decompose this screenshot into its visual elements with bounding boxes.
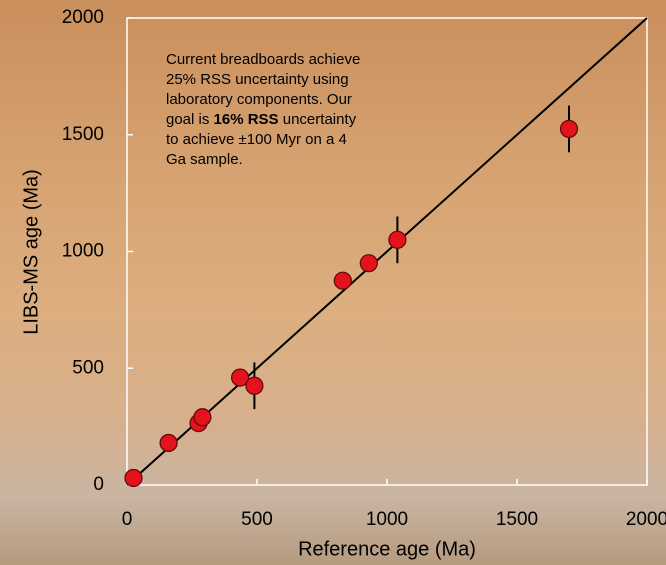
point bbox=[193, 408, 212, 427]
point bbox=[359, 254, 378, 273]
point bbox=[333, 271, 352, 290]
y-tick-label: 2000 bbox=[62, 7, 104, 28]
point bbox=[559, 119, 579, 139]
x-tick-label: 0 bbox=[122, 509, 133, 530]
x-tick-label: 1500 bbox=[496, 509, 538, 530]
annotation-text: uncertainty to achieve ±100 Myr on a 4 G… bbox=[166, 111, 357, 168]
x-axis-title: Reference age (Ma) bbox=[298, 538, 476, 560]
point bbox=[388, 230, 407, 249]
annotation-text: Current breadboards achieve 25% RSS unce… bbox=[166, 51, 361, 128]
one-to-one-line bbox=[126, 17, 648, 486]
point bbox=[245, 376, 264, 395]
y-axis-title: LIBS-MS age (Ma) bbox=[20, 169, 42, 335]
y-tick-label: 1000 bbox=[62, 241, 104, 262]
point bbox=[159, 433, 178, 453]
y-tick-label: 500 bbox=[72, 357, 104, 378]
point bbox=[231, 368, 250, 387]
point bbox=[124, 468, 143, 488]
x-tick-label: 2000 bbox=[626, 509, 666, 530]
x-tick-label: 500 bbox=[241, 509, 273, 530]
y-tick-label: 1500 bbox=[62, 124, 104, 145]
x-tick-label: 1000 bbox=[366, 509, 408, 530]
annotation-bold: 16% RSS bbox=[213, 111, 279, 128]
annotation: Current breadboards achieve 25% RSS unce… bbox=[166, 50, 364, 170]
y-tick-label: 0 bbox=[93, 474, 104, 495]
